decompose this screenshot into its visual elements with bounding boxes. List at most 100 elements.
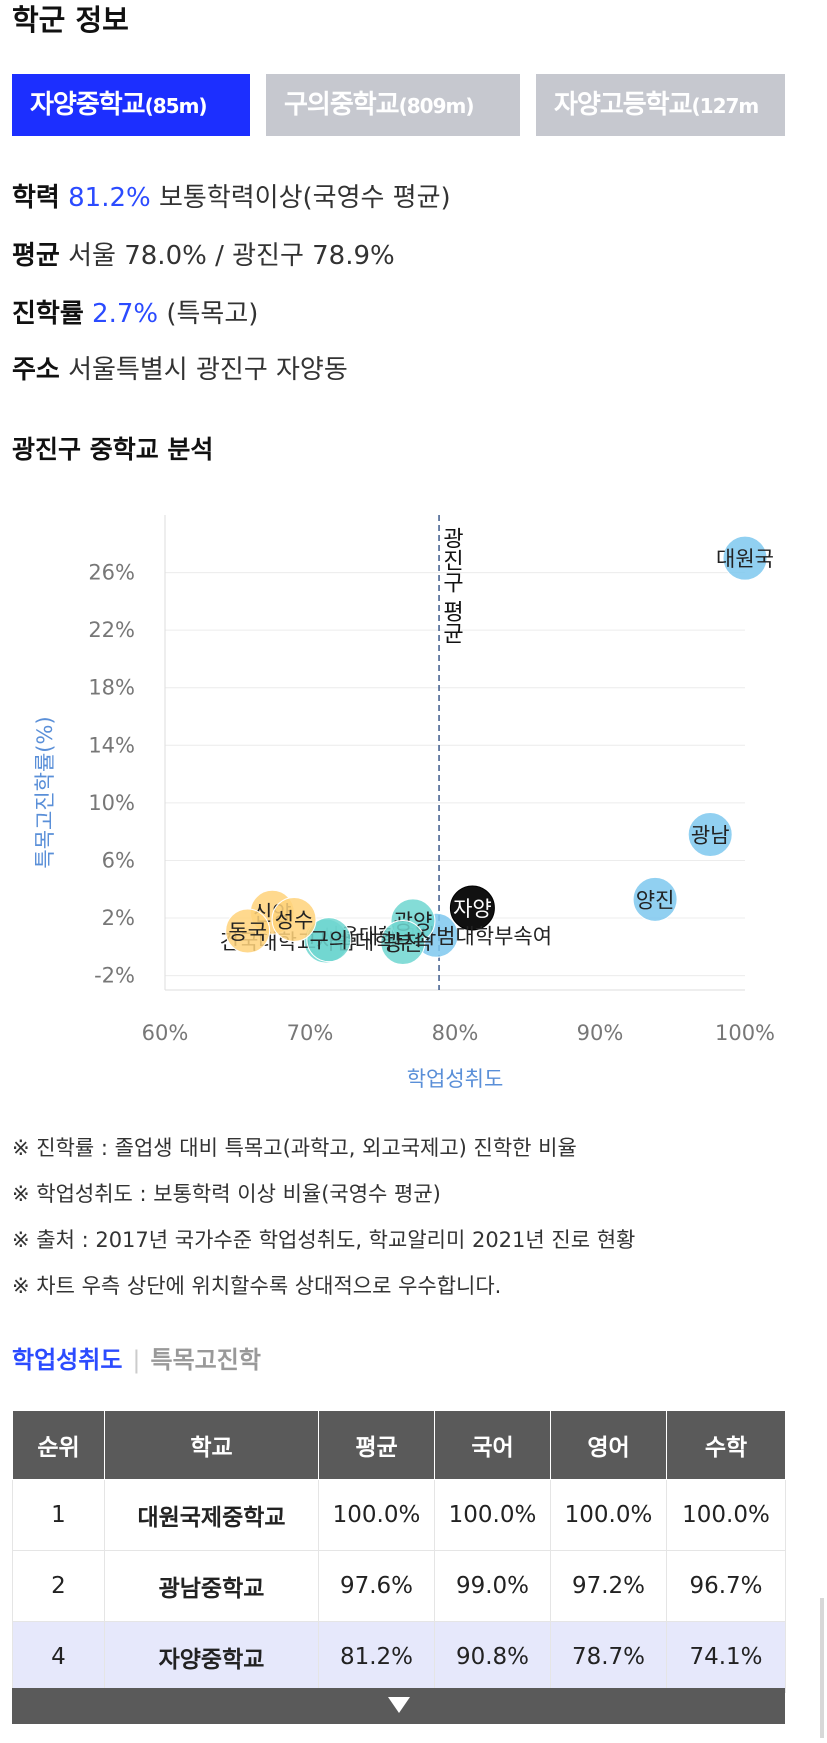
cell-rank: 4 <box>12 1621 105 1693</box>
tab-jayang-middle[interactable]: 자양중학교(85m) <box>12 74 250 136</box>
address-line: 주소 서울특별시 광진구 자양동 <box>12 350 348 390</box>
data-point <box>225 908 271 954</box>
header-average: 평균 <box>318 1410 435 1480</box>
advance-label: 진학률 <box>12 299 84 329</box>
x-tick-label: 70% <box>287 1021 334 1045</box>
cell-school: 대원국제중학교 <box>104 1479 319 1551</box>
table-row-highlighted: 4 자양중학교 81.2% 90.8% 78.7% 74.1% <box>12 1621 786 1693</box>
analysis-title: 광진구 중학교 분석 <box>12 435 214 464</box>
y-tick-label: 22% <box>88 618 135 642</box>
header-math: 수학 <box>666 1410 786 1480</box>
cell-school: 자양중학교 <box>104 1621 319 1693</box>
advance-value: 2.7% <box>92 299 159 329</box>
school-info-title: 학군 정보 <box>12 3 129 37</box>
cell-korean: 100.0% <box>434 1479 551 1551</box>
data-point <box>306 917 352 963</box>
cell-average: 81.2% <box>318 1621 435 1693</box>
ranking-subtabs: 학업성취도 | 특목고진학 <box>12 1340 261 1375</box>
subtab-separator: | <box>132 1346 141 1374</box>
data-point-label: 양진 <box>636 888 675 912</box>
advance-line: 진학률 2.7% (특목고) <box>12 294 258 334</box>
tab-school-name: 자양중학교 <box>30 90 146 120</box>
data-point <box>271 896 317 942</box>
data-point <box>449 885 495 931</box>
cell-english: 100.0% <box>550 1479 667 1551</box>
chart-notes: ※ 진학률 : 졸업생 대비 특목고(과학고, 외고국제고) 진학한 비율 ※ … <box>12 1125 635 1309</box>
y-tick-label: 6% <box>102 848 135 872</box>
cell-english: 78.7% <box>550 1621 667 1693</box>
data-point-label: 성수 <box>275 908 314 932</box>
x-tick-label: 80% <box>432 1021 479 1045</box>
subtab-advance[interactable]: 특목고진학 <box>150 1346 261 1374</box>
cell-average: 100.0% <box>318 1479 435 1551</box>
y-tick-label: -2% <box>94 964 135 988</box>
table-row: 1 대원국제중학교 100.0% 100.0% 100.0% 100.0% <box>12 1479 786 1551</box>
cell-math: 100.0% <box>666 1479 786 1551</box>
cell-korean: 90.8% <box>434 1621 551 1693</box>
data-point-label: 서울대학교사범대학부속여 <box>320 924 552 948</box>
y-tick-label: 2% <box>102 906 135 930</box>
table-header-row: 순위 학교 평균 국어 영어 수학 <box>12 1410 786 1480</box>
data-point-label: 자양 <box>453 897 492 921</box>
tab-jayang-high[interactable]: 자양고등학교(127m <box>536 74 785 136</box>
ranking-table: 순위 학교 평균 국어 영어 수학 1 대원국제중학교 100.0% 100.0… <box>12 1410 786 1693</box>
data-point <box>687 812 733 858</box>
data-point-label: 광진 <box>383 932 422 956</box>
x-axis-title: 학업성취도 <box>407 1067 504 1091</box>
cell-school: 광남중학교 <box>104 1550 319 1622</box>
y-tick-label: 18% <box>88 676 135 700</box>
note-achievement: ※ 학업성취도 : 보통학력 이상 비율(국영수 평균) <box>12 1182 441 1206</box>
subtab-achievement[interactable]: 학업성취도 <box>12 1346 123 1374</box>
data-point <box>722 535 768 581</box>
average-line: 평균 서울 78.0% / 광진구 78.9% <box>12 236 395 276</box>
data-point-label: 대원국 <box>716 547 774 571</box>
tab-guui-middle[interactable]: 구의중학교(809m) <box>266 74 520 136</box>
x-tick-label: 60% <box>142 1021 189 1045</box>
scrollbar[interactable] <box>820 1598 824 1738</box>
note-advance-rate: ※ 진학률 : 졸업생 대비 특목고(과학고, 외고국제고) 진학한 비율 <box>12 1136 577 1160</box>
tab-distance: (85m) <box>144 94 208 118</box>
cell-math: 74.1% <box>666 1621 786 1693</box>
cell-rank: 2 <box>12 1550 105 1622</box>
academic-label: 학력 <box>12 183 60 213</box>
cell-rank: 1 <box>12 1479 105 1551</box>
x-tick-label: 90% <box>577 1021 624 1045</box>
expand-table-button[interactable] <box>12 1688 785 1724</box>
scatter-chart: -2% 2% 6% 10% 14% 18% 22% 26% 60% 70% 80% 90% 100% 학업… <box>33 515 775 1091</box>
tab-school-name: 구의중학교 <box>284 90 400 120</box>
tab-distance: (809m) <box>398 94 475 118</box>
data-point <box>380 920 426 965</box>
academic-desc: 보통학력이상(국영수 평균) <box>158 183 451 213</box>
cell-english: 97.2% <box>550 1550 667 1622</box>
data-point-label: 동국 <box>228 920 267 944</box>
academic-value: 81.2% <box>68 183 151 213</box>
address-text: 서울특별시 광진구 자양동 <box>68 355 348 385</box>
y-tick-label: 10% <box>88 791 135 815</box>
advance-desc: (특목고) <box>166 299 259 329</box>
header-english: 영어 <box>550 1410 667 1480</box>
cell-average: 97.6% <box>318 1550 435 1622</box>
y-tick-label: 14% <box>88 733 135 757</box>
average-label: 평균 <box>12 241 60 271</box>
tab-distance: (127m <box>691 94 760 118</box>
header-rank: 순위 <box>12 1410 105 1480</box>
header-school: 학교 <box>104 1410 319 1480</box>
data-point-label: 구의 <box>310 929 349 953</box>
school-tabs: 자양중학교(85m) 구의중학교(809m) 자양고등학교(127m <box>12 74 785 136</box>
cell-korean: 99.0% <box>434 1550 551 1622</box>
x-tick-label: 100% <box>715 1021 775 1045</box>
table-row: 2 광남중학교 97.6% 99.0% 97.2% 96.7% <box>12 1550 786 1622</box>
average-reference-label: 광진구 평균 <box>439 527 464 644</box>
data-point <box>632 876 678 922</box>
y-tick-label: 26% <box>88 561 135 585</box>
chevron-down-icon <box>387 1697 410 1713</box>
cell-math: 96.7% <box>666 1550 786 1622</box>
academic-line: 학력 81.2% 보통학력이상(국영수 평균) <box>12 178 451 218</box>
data-point-label: 광남 <box>691 824 730 848</box>
address-label: 주소 <box>12 355 60 385</box>
note-source: ※ 출처 : 2017년 국가수준 학업성취도, 학교알리미 2021년 진로 … <box>12 1228 636 1252</box>
note-position: ※ 차트 우측 상단에 위치할수록 상대적으로 우수합니다. <box>12 1274 502 1298</box>
average-text: 서울 78.0% / 광진구 78.9% <box>68 241 395 271</box>
y-axis-title: 특목고진학률(%) <box>33 716 57 868</box>
tab-school-name: 자양고등학교 <box>554 90 693 120</box>
